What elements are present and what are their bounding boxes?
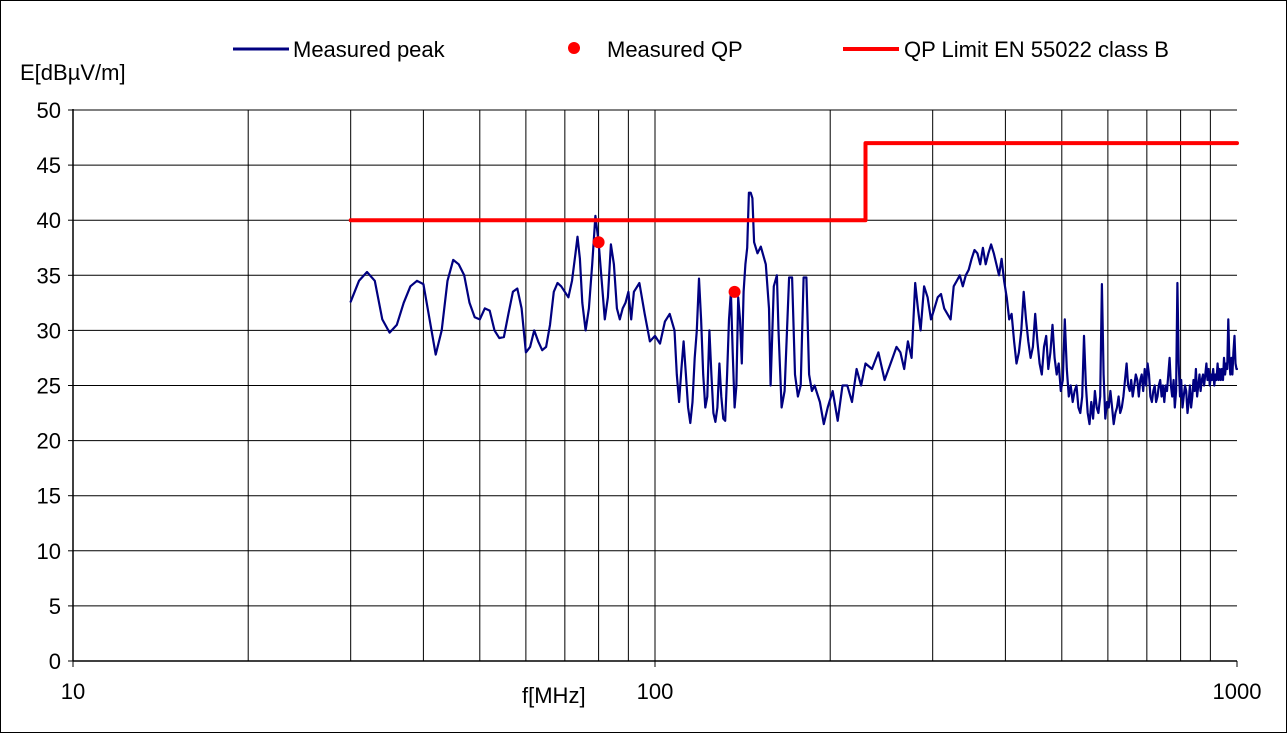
- x-axis-label: f[MHz]: [522, 683, 586, 708]
- series-layer: [348, 141, 1239, 426]
- legend: Measured peak Measured QP QP Limit EN 55…: [233, 37, 1169, 62]
- y-tick-label: 5: [49, 594, 61, 619]
- x-tick-label: 1000: [1213, 679, 1262, 704]
- x-tick-label: 10: [61, 679, 85, 704]
- y-tick-label: 50: [37, 98, 61, 123]
- y-tick-label: 40: [37, 208, 61, 233]
- legend-label-measured-peak: Measured peak: [293, 37, 446, 62]
- legend-label-measured-qp: Measured QP: [607, 37, 743, 62]
- y-tick-label: 0: [49, 649, 61, 674]
- y-tick-label: 30: [37, 318, 61, 343]
- x-tick-label: 100: [637, 679, 674, 704]
- y-tick-label: 20: [37, 429, 61, 454]
- legend-label-qp-limit: QP Limit EN 55022 class B: [904, 37, 1169, 62]
- y-tick-label: 35: [37, 263, 61, 288]
- qp-limit-en-55022-class-b-line: [348, 141, 1239, 223]
- y-tick-label: 25: [37, 374, 61, 399]
- measured-qp-point: [592, 236, 605, 249]
- y-tick-label: 15: [37, 484, 61, 509]
- measured-peak-line: [349, 191, 1239, 426]
- axes-layer: 0 5 10 15 20 25 30 35 40 45 50 10 100 1000: [37, 98, 1262, 704]
- y-axis-label: E[dBµV/m]: [20, 60, 126, 85]
- y-tick-label: 10: [37, 539, 61, 564]
- measured-qp-point: [728, 285, 741, 298]
- legend-swatch-measured-qp: [568, 42, 580, 54]
- y-tick-label: 45: [37, 153, 61, 178]
